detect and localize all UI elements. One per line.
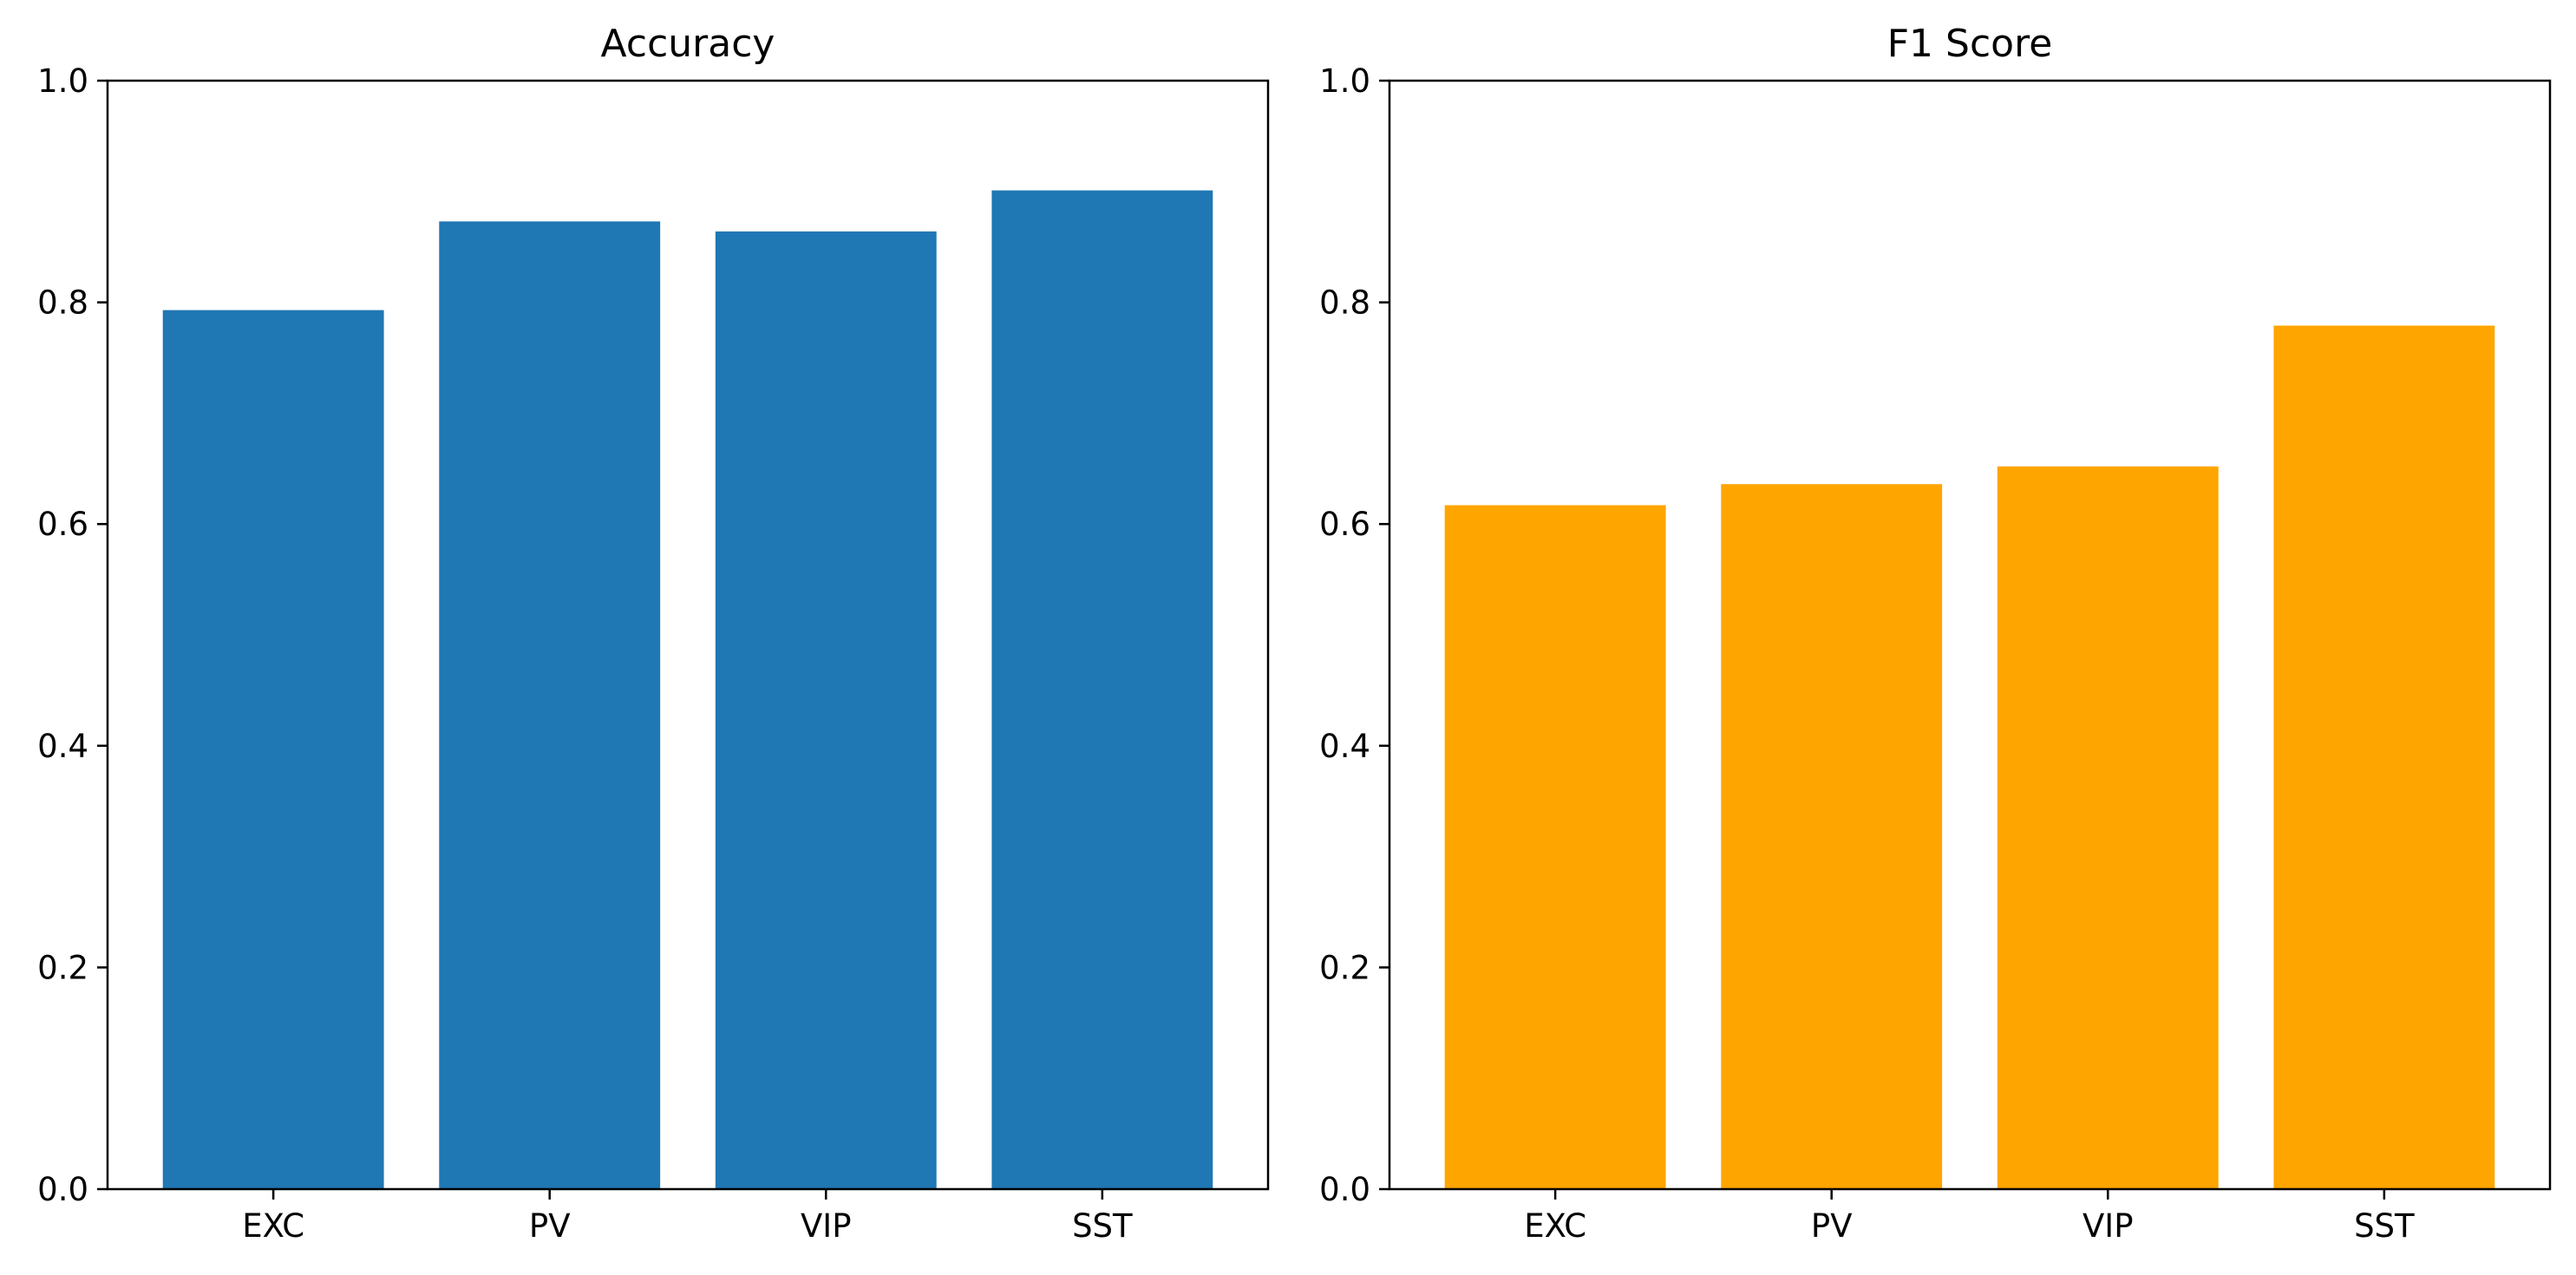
chart-1-ytick-label: 0.6 [37,506,88,543]
chart-2: 0.0 0.2 0.4 0.6 0.8 1.0 EXC PV VIP SST F1 Score [1319,22,2552,1245]
chart-2-bar-vip [1997,466,2219,1189]
chart-1-ytick-label: 0.4 [37,728,88,765]
chart-1-bar-vip [715,231,937,1190]
chart-1-xtick-label-vip: VIP [801,1207,852,1245]
chart-1-ytick-label: 0.2 [37,949,88,986]
chart-2-title: F1 Score [1887,22,2053,66]
chart-1-xtick-label-exc: EXC [242,1207,304,1245]
chart-2-ytick-label: 0.6 [1319,506,1370,543]
chart-1-axes-frame [106,79,1270,1191]
chart-1-bar-exc [162,310,384,1189]
chart-2-ytick-label: 1.0 [1319,62,1370,100]
chart-1-ytick-label: 1.0 [37,62,88,100]
chart-2-ytick-label: 0.0 [1319,1171,1370,1208]
chart-2-bar-pv [1721,484,1943,1189]
chart-1: 0.0 0.2 0.4 0.6 0.8 1.0 EXC PV VIP SST Accuracy [37,22,1270,1245]
chart-1-ytick-label: 0.8 [37,284,88,322]
chart-2-ytick-label: 0.8 [1319,284,1370,322]
chart-2-ytick-label: 0.4 [1319,728,1370,765]
chart-1-bar-pv [439,221,661,1189]
chart-2-xtick-label-vip: VIP [2082,1207,2134,1245]
chart-1-title: Accuracy [601,22,775,66]
chart-2-axes-frame [1388,79,2552,1191]
chart-1-xtick-label-pv: PV [529,1207,571,1245]
chart-2-bar-exc [1444,505,1666,1189]
chart-1-bar-sst [991,190,1213,1190]
chart-1-ytick-label: 0.0 [37,1171,88,1208]
chart-2-xtick-label-sst: SST [2354,1207,2415,1245]
chart-2-ytick-label: 0.2 [1319,949,1370,986]
chart-2-xtick-label-exc: EXC [1524,1207,1586,1245]
chart-1-xtick-label-sst: SST [1072,1207,1133,1245]
chart-2-bar-sst [2273,325,2495,1189]
chart-2-xtick-label-pv: PV [1811,1207,1853,1245]
